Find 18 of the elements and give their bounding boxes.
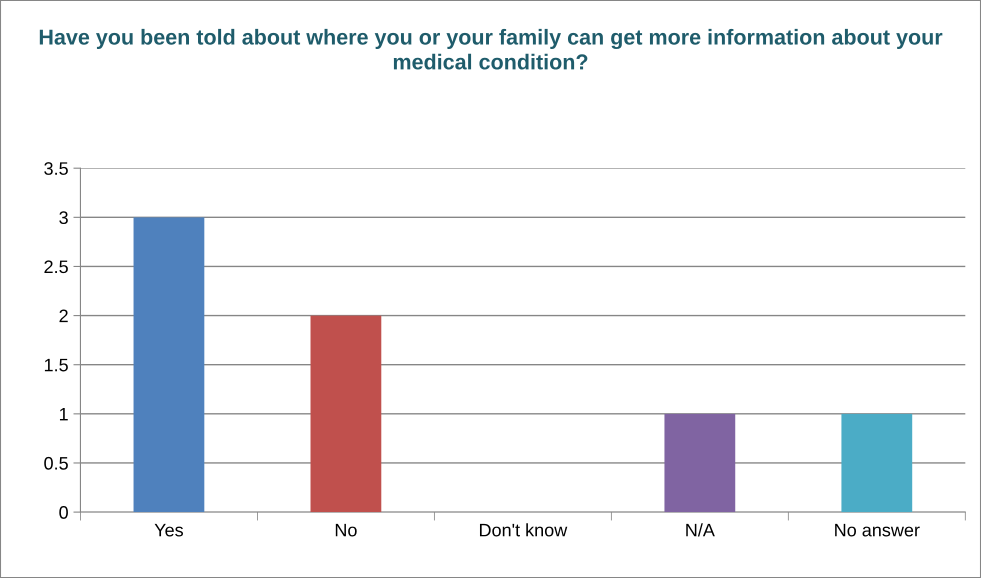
- chart-title: Have you been told about where you or your family can get more information about your medical condition?: [40, 28, 942, 70]
- y-tick-label: 1: [60, 408, 68, 420]
- bar: [841, 414, 912, 512]
- x-tick-label: No answer: [835, 524, 920, 536]
- x-tick-label: N/A: [686, 523, 715, 536]
- y-tick-label: 0: [59, 506, 68, 519]
- bar: [310, 316, 382, 512]
- y-tick-label: 2: [60, 310, 68, 322]
- bar: [664, 414, 736, 512]
- y-tick-label: 3.5: [44, 162, 68, 175]
- y-tick-label: 1.5: [44, 358, 68, 372]
- y-tick-label: 3: [59, 211, 68, 224]
- bar: [134, 217, 204, 512]
- y-tick-label: 0.5: [44, 456, 68, 470]
- x-tick-label: Don't know: [480, 523, 568, 536]
- y-tick-label: 2.5: [44, 260, 68, 274]
- x-tick-label: No: [336, 524, 357, 536]
- x-tick-label: Yes: [154, 524, 184, 536]
